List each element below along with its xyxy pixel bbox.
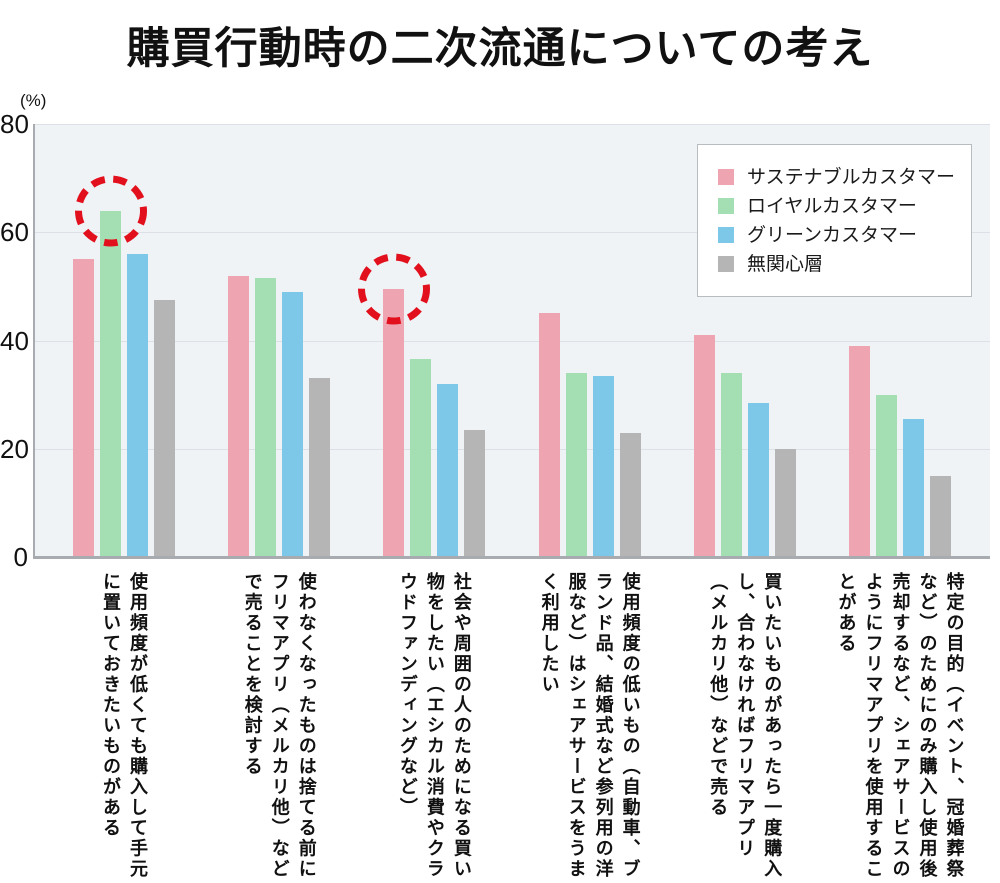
legend-label-green-customer: グリーンカスタマー: [747, 224, 918, 246]
x-category-label-1: 使用頻度が低くても購入して手元に置いておきたいものがある: [101, 572, 148, 880]
y-tick-label-40: 40: [0, 325, 29, 356]
bar-loyal-customer-group5: [720, 372, 742, 557]
bar-indifferent-segment-group5: [774, 448, 796, 557]
bar-indifferent-segment-group3: [464, 429, 486, 557]
bar-indifferent-segment-group2: [309, 378, 331, 557]
legend-label-loyal-customer: ロイヤルカスタマー: [747, 195, 917, 217]
legend-swatch-sustainable-customer: [718, 169, 734, 185]
legend-swatch-green-customer: [718, 227, 734, 243]
bar-loyal-customer-group2: [255, 278, 277, 557]
legend-swatch-indifferent-segment: [718, 256, 734, 272]
gridline-40: [35, 340, 990, 342]
legend-label-indifferent-segment: 無関心層: [747, 253, 824, 275]
legend-swatch-loyal-customer: [718, 198, 734, 214]
bar-green-customer-group2: [282, 291, 304, 557]
x-category-label-4: 使用頻度の低いもの（自動車、ブランド品、結婚式など参列用の洋服など）はシェアサー…: [539, 572, 641, 880]
bar-green-customer-group1: [127, 253, 148, 557]
legend-item-indifferent-segment: 無関心層: [718, 253, 971, 275]
legend-item-green-customer: グリーンカスタマー: [718, 224, 971, 246]
bar-sustainable-customer-group1: [73, 259, 94, 557]
bar-sustainable-customer-group5: [693, 335, 715, 557]
chart-title: 購買行動時の二次流通についての考え: [126, 25, 874, 73]
bar-sustainable-customer-group3: [383, 289, 405, 557]
y-tick-label-0: 0: [13, 542, 28, 572]
bar-green-customer-group6: [903, 418, 924, 557]
legend: サステナブルカスタマー ロイヤルカスタマー グリーンカスタマー 無関心層: [697, 144, 972, 297]
gridline-80: [35, 124, 990, 125]
bar-sustainable-customer-group2: [228, 275, 250, 557]
bar-indifferent-segment-group6: [930, 475, 951, 557]
gridline-60: [35, 232, 990, 234]
y-axis-unit-label: (%): [20, 91, 47, 110]
bar-sustainable-customer-group6: [849, 345, 870, 557]
x-category-label-5: 買いたいものがあったら一度購入し、合わなければフリマアプリ（メルカリ他）などで売…: [708, 572, 783, 880]
y-tick-label-80: 80: [0, 109, 29, 139]
y-axis-line: [33, 124, 35, 557]
y-tick-label-20: 20: [0, 433, 29, 464]
bar-loyal-customer-group1: [100, 210, 121, 557]
x-category-label-3: 社会や周囲の人のためになる買い物をしたい（エシカル消費やクラウドファンディングな…: [397, 572, 472, 880]
bar-indifferent-segment-group1: [154, 299, 175, 557]
bar-loyal-customer-group4: [565, 372, 587, 557]
legend-item-loyal-customer: ロイヤルカスタマー: [718, 195, 971, 217]
bar-green-customer-group4: [592, 375, 614, 557]
gridline-20: [35, 448, 990, 450]
legend-label-sustainable-customer: サステナブルカスタマー: [747, 166, 956, 188]
bar-loyal-customer-group3: [410, 359, 432, 557]
y-tick-label-60: 60: [0, 217, 29, 248]
bar-indifferent-segment-group4: [619, 432, 641, 557]
bar-sustainable-customer-group4: [538, 313, 560, 557]
legend-item-sustainable-customer: サステナブルカスタマー: [718, 166, 971, 188]
x-category-label-2: 使わなくなったものは捨てる前にフリマアプリ（メルカリ他）などで売ることを検討する: [242, 572, 317, 880]
bar-green-customer-group3: [437, 383, 459, 557]
bar-green-customer-group5: [747, 402, 769, 557]
x-axis-line: [33, 556, 990, 559]
bar-loyal-customer-group6: [876, 394, 897, 557]
x-category-label-6: 特定の目的（イベント、冠婚葬祭など）のためにのみ購入し使用後売却するなど、シェア…: [836, 572, 965, 880]
